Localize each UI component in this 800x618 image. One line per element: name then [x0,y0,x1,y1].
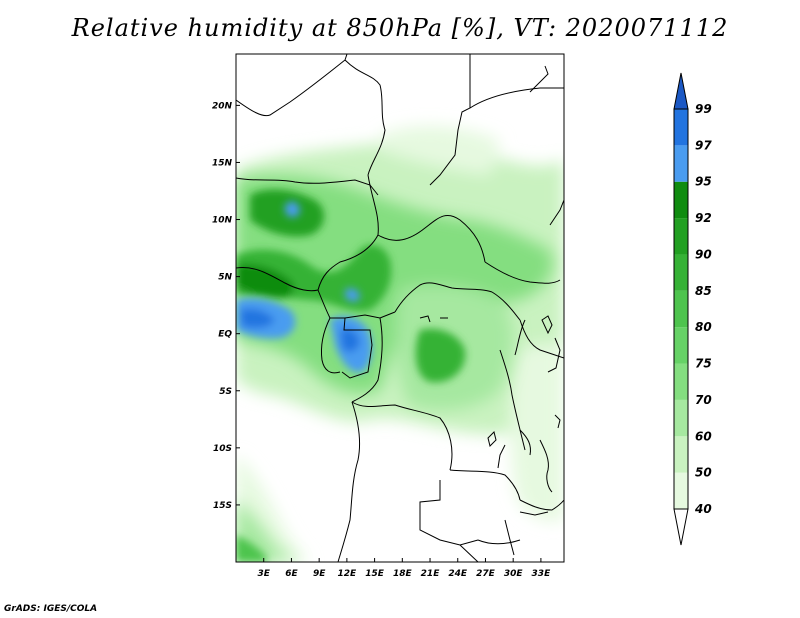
colorbar-level-label: 95 [695,175,712,189]
lat-tick-label: 5N [218,273,232,283]
colorbar-level-label: 70 [695,393,712,407]
colorbar-level-label: 97 [695,138,712,152]
colorbar-segment [674,290,688,328]
colorbar-level-label: 60 [695,429,712,443]
colorbar-segment [674,327,688,364]
lon-tick-label: 6E [285,569,298,579]
colorbar-level-label: 80 [695,320,712,334]
colorbar: 40 50 60 70 75 80 85 90 92 95 97 99 [673,72,712,546]
colorbar-segment [674,254,688,291]
colorbar-segment [674,181,688,219]
colorbar-segment [674,399,688,437]
latitude-axis: 20N 15N 10N 5N EQ 5S 10S 15S [212,101,240,511]
colorbar-level-label: 92 [695,211,712,225]
colorbar-lower-arrow [673,508,689,546]
colorbar-upper-arrow [673,72,689,110]
colorbar-segment [674,109,688,146]
country-borders [236,54,564,562]
lon-tick-label: 24E [448,569,468,579]
lat-tick-label: 10S [213,444,232,454]
colorbar-level-label: 90 [695,247,712,261]
lon-tick-label: 30E [504,569,524,579]
lon-tick-label: 21E [421,569,441,579]
software-credit: GrADS: IGES/COLA [4,604,98,614]
lon-tick-label: 3E [258,569,271,579]
lon-tick-label: 9E [313,569,326,579]
colorbar-segment [674,436,688,473]
lat-tick-label: 20N [212,101,233,111]
colorbar-level-label: 99 [695,102,712,116]
colorbar-level-label: 75 [695,357,712,371]
colorbar-frame [673,108,689,510]
lon-tick-label: 15E [365,569,385,579]
lat-tick-label: 15S [213,501,232,511]
lat-tick-label: 15N [212,158,233,168]
longitude-axis: 3E 6E 9E 12E 15E 18E 21E 24E 27E 30E 33E [258,558,552,579]
colorbar-level-label: 85 [695,284,712,298]
lon-tick-label: 12E [338,569,358,579]
humidity-field [236,54,564,562]
colorbar-level-label: 40 [694,502,712,516]
map-title: Relative humidity at 850hPa [%], VT: 202… [71,14,729,42]
map-frame [235,53,565,563]
colorbar-level-label: 50 [695,466,712,480]
colorbar-segment [674,218,688,255]
humidity-high-band [236,189,466,562]
colorbar-segment [674,472,688,509]
lon-tick-label: 33E [532,569,552,579]
lon-tick-label: 18E [393,569,413,579]
lat-tick-label: EQ [218,330,232,340]
colorbar-segment [674,363,688,400]
lat-tick-label: 10N [212,216,233,226]
lon-tick-label: 27E [476,569,496,579]
colorbar-segment [674,145,688,182]
lat-tick-label: 5S [219,387,232,397]
